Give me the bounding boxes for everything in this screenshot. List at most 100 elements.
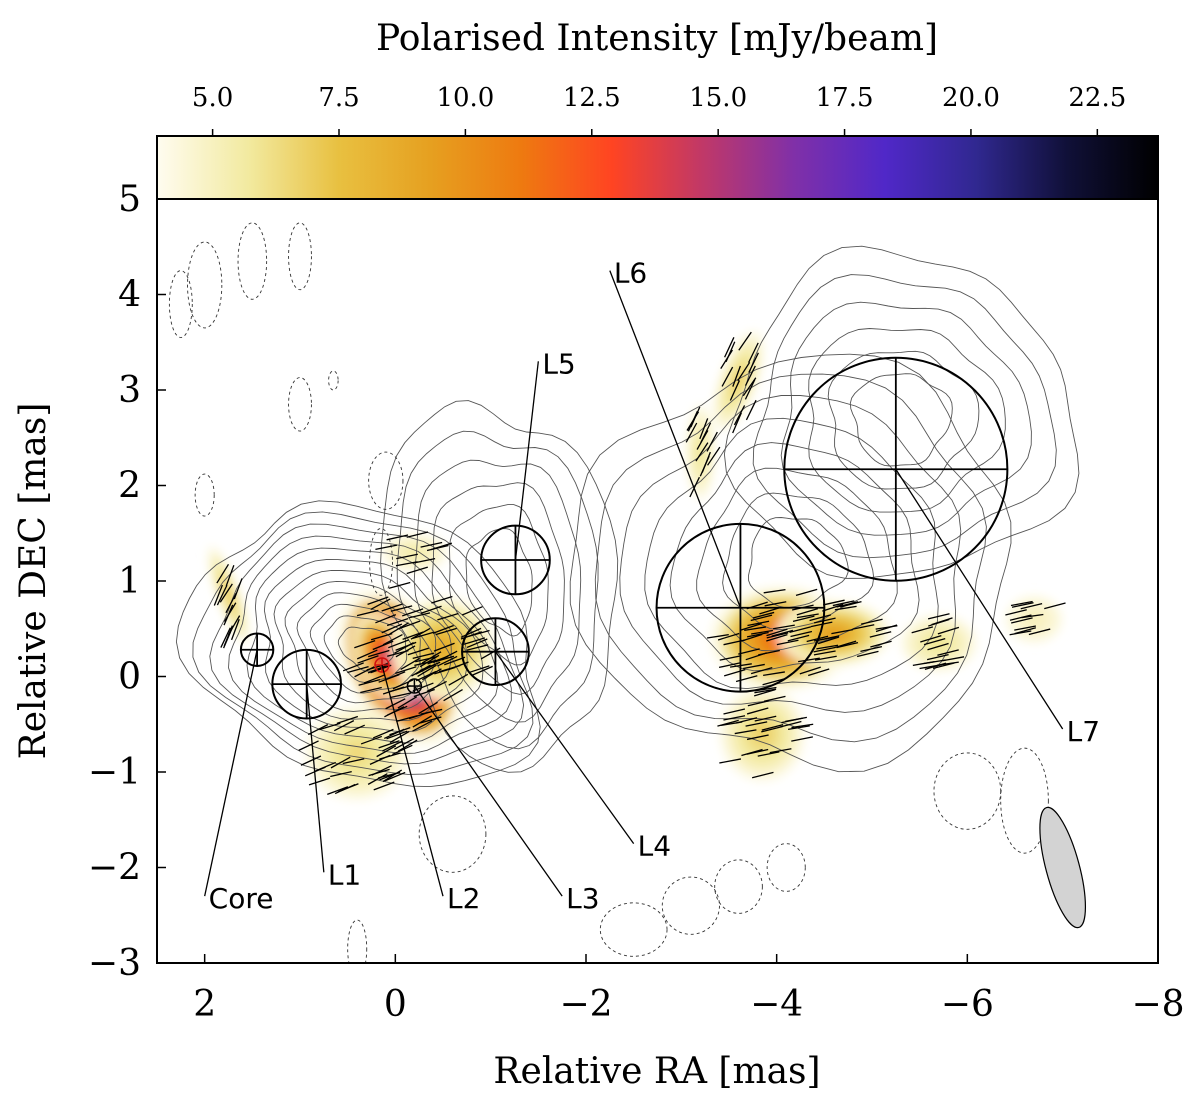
evpa-vector bbox=[420, 716, 442, 724]
evpa-vector bbox=[402, 608, 424, 617]
evpa-vector bbox=[699, 418, 709, 440]
evpa-vector bbox=[746, 631, 769, 638]
evpa-vector bbox=[375, 544, 398, 551]
evpa-vector bbox=[466, 638, 488, 649]
evpa-vector bbox=[397, 739, 418, 752]
evpa-vector bbox=[389, 730, 410, 744]
evpa-vector bbox=[721, 366, 734, 387]
evpa-vector bbox=[870, 640, 892, 648]
evpa-vector bbox=[769, 748, 792, 754]
evpa-vector bbox=[761, 724, 784, 731]
component-label: L6 bbox=[614, 257, 647, 290]
evpa-vector bbox=[923, 659, 946, 665]
evpa-vector bbox=[444, 656, 466, 666]
colorbar: Polarised Intensity [mJy/beam] 5.0 7.5 10.… bbox=[156, 18, 1159, 200]
evpa-vector bbox=[367, 649, 390, 658]
evpa-vector bbox=[394, 642, 414, 654]
negative-contour bbox=[766, 843, 806, 892]
x-axis-label: Relative RA [mas] bbox=[493, 1051, 820, 1092]
evpa-vector bbox=[360, 735, 383, 745]
axis-ticks: 2 0 −2 −4 −6 −8 5 4 3 2 1 0 −1 −2 −3 bbox=[88, 179, 1185, 1025]
evpa-vector bbox=[920, 634, 942, 643]
y-tick-label: −3 bbox=[88, 943, 141, 984]
evpa-vector bbox=[223, 625, 233, 647]
x-tick-label: 0 bbox=[384, 984, 407, 1025]
evpa-vector bbox=[942, 656, 965, 662]
evpa-vector bbox=[729, 380, 741, 401]
y-tick-label: 0 bbox=[118, 657, 141, 698]
evpa-vector bbox=[1014, 627, 1037, 635]
colorbar-tick-label: 7.5 bbox=[318, 83, 359, 113]
evpa-vector bbox=[330, 756, 351, 769]
evpa-vector bbox=[223, 604, 234, 626]
evpa-vector bbox=[1011, 602, 1034, 608]
evpa-vector bbox=[396, 553, 418, 560]
evpa-vector bbox=[406, 566, 428, 575]
negative-contour bbox=[599, 902, 668, 957]
leader-line bbox=[609, 270, 742, 608]
evpa-vector bbox=[792, 615, 815, 622]
evpa-vector bbox=[723, 639, 746, 646]
beam-shape bbox=[1039, 806, 1087, 929]
evpa-vector bbox=[412, 720, 433, 732]
evpa-vector bbox=[831, 628, 854, 635]
evpa-vector bbox=[384, 728, 405, 740]
evpa-vector bbox=[748, 352, 759, 373]
evpa-vector bbox=[718, 662, 741, 669]
contour-line bbox=[192, 511, 534, 775]
evpa-vector bbox=[381, 623, 403, 634]
colorbar-tick-label: 20.0 bbox=[942, 83, 1000, 113]
contour-line bbox=[644, 417, 939, 690]
evpa-vector bbox=[932, 662, 955, 670]
evpa-vector bbox=[720, 349, 733, 369]
x-tick-label: 2 bbox=[193, 984, 216, 1025]
contour-line bbox=[669, 442, 920, 672]
evpa-vector bbox=[927, 654, 949, 661]
evpa-vector bbox=[1044, 602, 1066, 610]
evpa-vector bbox=[761, 725, 783, 733]
evpa-vector bbox=[330, 770, 352, 778]
evpa-vector bbox=[370, 632, 393, 641]
y-tick-label: −1 bbox=[88, 752, 141, 793]
evpa-vector bbox=[357, 655, 379, 664]
evpa-vector bbox=[787, 634, 810, 642]
negative-contour bbox=[194, 473, 215, 517]
evpa-vector bbox=[732, 412, 742, 434]
evpa-vector bbox=[390, 605, 413, 612]
evpa-vector bbox=[437, 612, 459, 621]
evpa-vector bbox=[413, 688, 435, 698]
evpa-vector bbox=[776, 639, 799, 646]
evpa-vector bbox=[342, 662, 364, 672]
evpa-vector bbox=[758, 649, 780, 656]
x-tick-label: −2 bbox=[559, 984, 612, 1025]
x-tick-label: −6 bbox=[941, 984, 994, 1025]
evpa-vector bbox=[397, 696, 418, 709]
evpa-vector bbox=[367, 596, 389, 605]
evpa-vector bbox=[754, 688, 777, 694]
negative-contour bbox=[347, 919, 368, 963]
evpa-vector bbox=[814, 655, 837, 661]
evpa-vector bbox=[432, 655, 455, 664]
evpa-vector bbox=[381, 603, 403, 612]
evpa-vector bbox=[719, 758, 742, 764]
y-tick-label: 3 bbox=[118, 370, 141, 411]
evpa-vector bbox=[817, 636, 840, 645]
evpa-vector bbox=[417, 664, 437, 677]
evpa-vector bbox=[420, 708, 443, 715]
evpa-vector bbox=[386, 534, 409, 541]
evpa-vector bbox=[860, 618, 883, 625]
evpa-vector bbox=[753, 688, 776, 697]
evpa-vector bbox=[418, 701, 438, 715]
evpa-vector bbox=[834, 640, 857, 649]
evpa-vector bbox=[408, 612, 431, 619]
evpa-vector bbox=[822, 599, 845, 606]
evpa-vector bbox=[738, 331, 752, 351]
evpa-vector bbox=[927, 642, 949, 651]
evpa-vector bbox=[751, 771, 774, 779]
colorbar-tick-label: 15.0 bbox=[689, 83, 747, 113]
evpa-vector bbox=[750, 667, 773, 675]
evpa-vector bbox=[706, 634, 729, 639]
evpa-vector bbox=[1028, 628, 1051, 636]
evpa-vector bbox=[787, 725, 810, 730]
